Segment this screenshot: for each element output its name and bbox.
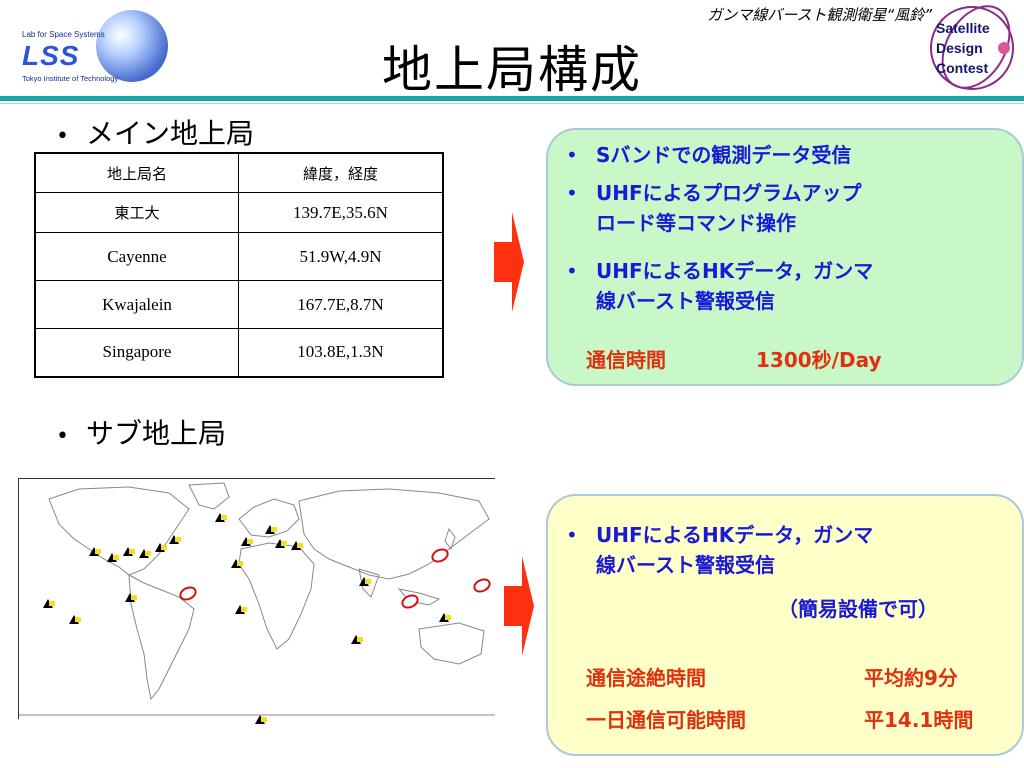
- ground-station-icon: [69, 615, 81, 624]
- right-arrow-icon: [504, 556, 534, 656]
- info-item-text: UHFによるプログラムアップ: [596, 181, 862, 205]
- ground-station-icon: [439, 613, 451, 622]
- ground-station-icon: [139, 549, 151, 558]
- planet-dot-icon: [998, 42, 1010, 54]
- bullet-dot-icon: •: [566, 523, 578, 547]
- contest-logo-word3: Contest: [936, 60, 989, 76]
- ground-station-icon: [125, 593, 137, 602]
- outage-time-label: 通信途絶時間: [586, 666, 706, 690]
- info-item-text: Sバンドでの観測データ受信: [596, 143, 852, 167]
- station-coords-cell: 167.7E,8.7N: [238, 280, 444, 329]
- orbit-ring-icon: [930, 6, 1014, 90]
- station-coords-cell: 103.8E,1.3N: [238, 328, 444, 377]
- info-item: • UHFによるプログラムアップ ロード等コマンド操作: [566, 178, 861, 238]
- ground-station-icon: [215, 513, 227, 522]
- bullet-dot-icon: •: [56, 424, 69, 449]
- outage-time-value: 平均約9分: [864, 666, 958, 690]
- station-coords-cell: 139.7E,35.6N: [238, 192, 444, 233]
- bullet-dot-icon: •: [566, 143, 578, 167]
- bullet-dot-icon: •: [56, 124, 69, 149]
- table-row: Singapore 103.8E,1.3N: [34, 328, 444, 377]
- table-header-name: 地上局名: [34, 152, 239, 193]
- daily-comm-time-label: 一日通信可能時間: [586, 708, 746, 732]
- sub-station-info-box: • UHFによるHKデータ，ガンマ 線バースト警報受信 （簡易設備で可） 通信途絶…: [546, 494, 1024, 756]
- station-name-cell: Cayenne: [34, 232, 239, 281]
- info-item: • UHFによるHKデータ，ガンマ 線バースト警報受信: [566, 520, 873, 580]
- equipment-note: （簡易設備で可）: [778, 597, 938, 621]
- ground-station-icon: [275, 539, 287, 548]
- info-item: • Sバンドでの観測データ受信: [566, 140, 851, 170]
- ground-station-icon: [155, 543, 167, 552]
- table-header-row: 地上局名 緯度，経度: [34, 152, 444, 193]
- main-station-label: メイン地上局: [86, 117, 255, 150]
- table-row: Cayenne 51.9W,4.9N: [34, 232, 444, 281]
- ground-station-icon: [255, 715, 267, 724]
- comm-time-value: 1300秒/Day: [756, 348, 882, 372]
- ground-station-icon: [359, 577, 371, 586]
- ground-station-icon: [123, 547, 135, 556]
- right-arrow-icon: [494, 212, 524, 312]
- contest-logo-word1: Satellite: [936, 20, 990, 36]
- contest-logo: Satellite Design Contest: [920, 0, 1024, 101]
- comm-time-label: 通信時間: [586, 348, 666, 372]
- page-title: 地上局構成: [382, 41, 642, 99]
- main-station-bullet: • メイン地上局: [56, 112, 254, 152]
- table-row: Kwajalein 167.7E,8.7N: [34, 280, 444, 329]
- table-row: 東工大 139.7E,35.6N: [34, 192, 444, 233]
- info-item: • UHFによるHKデータ，ガンマ 線バースト警報受信: [566, 256, 873, 316]
- globe-icon: [96, 10, 168, 82]
- ground-station-icon: [265, 525, 277, 534]
- sub-station-bullet: • サブ地上局: [56, 412, 226, 452]
- ground-station-icon: [169, 535, 181, 544]
- info-item-text: UHFによるHKデータ，ガンマ: [596, 259, 874, 283]
- ground-station-icon: [241, 537, 253, 546]
- station-table: 地上局名 緯度，経度 東工大 139.7E,35.6N Cayenne 51.9…: [34, 152, 444, 378]
- bullet-dot-icon: •: [566, 259, 578, 283]
- lab-logo-mark: LSS: [22, 40, 80, 71]
- info-item-text: UHFによるHKデータ，ガンマ: [596, 523, 874, 547]
- title-divider: [0, 96, 1024, 101]
- station-coords-cell: 51.9W,4.9N: [238, 232, 444, 281]
- info-item-text-cont: ロード等コマンド操作: [596, 211, 796, 235]
- station-name-cell: 東工大: [34, 192, 239, 233]
- slide-subtitle: ガンマ線バースト観測衛星“風鈴”: [707, 6, 932, 24]
- lab-logo-line2: Tokyo Institute of Technology: [22, 74, 119, 83]
- daily-comm-time-value: 平14.1時間: [864, 708, 974, 732]
- station-name-cell: Kwajalein: [34, 280, 239, 329]
- table-header-coords: 緯度，経度: [238, 152, 444, 193]
- station-name-cell: Singapore: [34, 328, 239, 377]
- info-item-text-cont: 線バースト警報受信: [596, 289, 775, 313]
- ground-station-icon: [107, 553, 119, 562]
- contest-logo-word2: Design: [936, 40, 983, 56]
- world-map: [18, 478, 495, 724]
- lab-logo: Lab for Space Systems LSS Tokyo Institut…: [18, 10, 168, 86]
- ground-station-icon: [235, 605, 247, 614]
- bullet-dot-icon: •: [566, 181, 578, 205]
- ground-station-icon: [43, 599, 55, 608]
- ground-station-icon: [351, 635, 363, 644]
- title-divider-thin: [0, 103, 1024, 104]
- world-map-outline: [19, 482, 495, 716]
- main-station-info-box: • Sバンドでの観測データ受信 • UHFによるプログラムアップ ロード等コマンド操…: [546, 128, 1024, 386]
- info-item-text-cont: 線バースト警報受信: [596, 553, 775, 577]
- ground-station-icon: [231, 559, 243, 568]
- sub-station-label: サブ地上局: [86, 417, 227, 450]
- ground-station-icon: [89, 547, 101, 556]
- lab-logo-line1: Lab for Space Systems: [22, 30, 105, 39]
- ground-station-icon: [291, 541, 303, 550]
